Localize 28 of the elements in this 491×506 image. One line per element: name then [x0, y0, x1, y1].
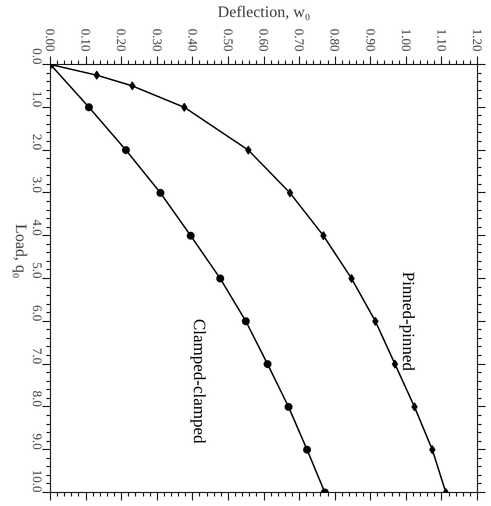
- y-tick-label: 6.0: [30, 305, 45, 322]
- y-axis-title: Load, q₀: [12, 224, 29, 278]
- y-tick-label: 5.0: [30, 262, 45, 278]
- y-tick-label: 9.0: [30, 433, 45, 450]
- y-tick-label: 10.0: [30, 470, 45, 492]
- x-tick-label: 0.30: [150, 28, 165, 52]
- y-tick-label: 0.0: [30, 48, 45, 64]
- text: Pinned-pinned: [398, 272, 418, 372]
- x-tick-label: 0.60: [256, 28, 272, 52]
- x-tick-label: 0.00: [43, 28, 58, 52]
- text: Clamped-clamped: [190, 318, 210, 444]
- y-tick-label: 8.0: [30, 390, 45, 407]
- x-tick-label: 0.20: [114, 28, 130, 52]
- x-tick-label: 1.00: [398, 28, 414, 52]
- x-tick-label: 0.70: [292, 28, 308, 52]
- x-tick-label: 0.80: [328, 28, 343, 52]
- y-tick-label: 4.0: [30, 219, 45, 236]
- y-tick-label: 1.0: [30, 91, 45, 108]
- x-tick-label: 1.10: [434, 28, 450, 52]
- y-tick-label: 3.0: [30, 176, 45, 193]
- y-tick-label: 7.0: [30, 348, 45, 364]
- x-tick-label: 0.50: [220, 28, 236, 52]
- x-tick-label: 1.20: [470, 28, 485, 52]
- x-axis-title: Deflection, w₀: [218, 4, 310, 21]
- x-tick-label: 0.10: [78, 28, 94, 52]
- y-tick-label: 2.0: [30, 134, 45, 150]
- x-tick-label: 0.40: [185, 28, 200, 52]
- x-tick-label: 0.90: [363, 28, 378, 52]
